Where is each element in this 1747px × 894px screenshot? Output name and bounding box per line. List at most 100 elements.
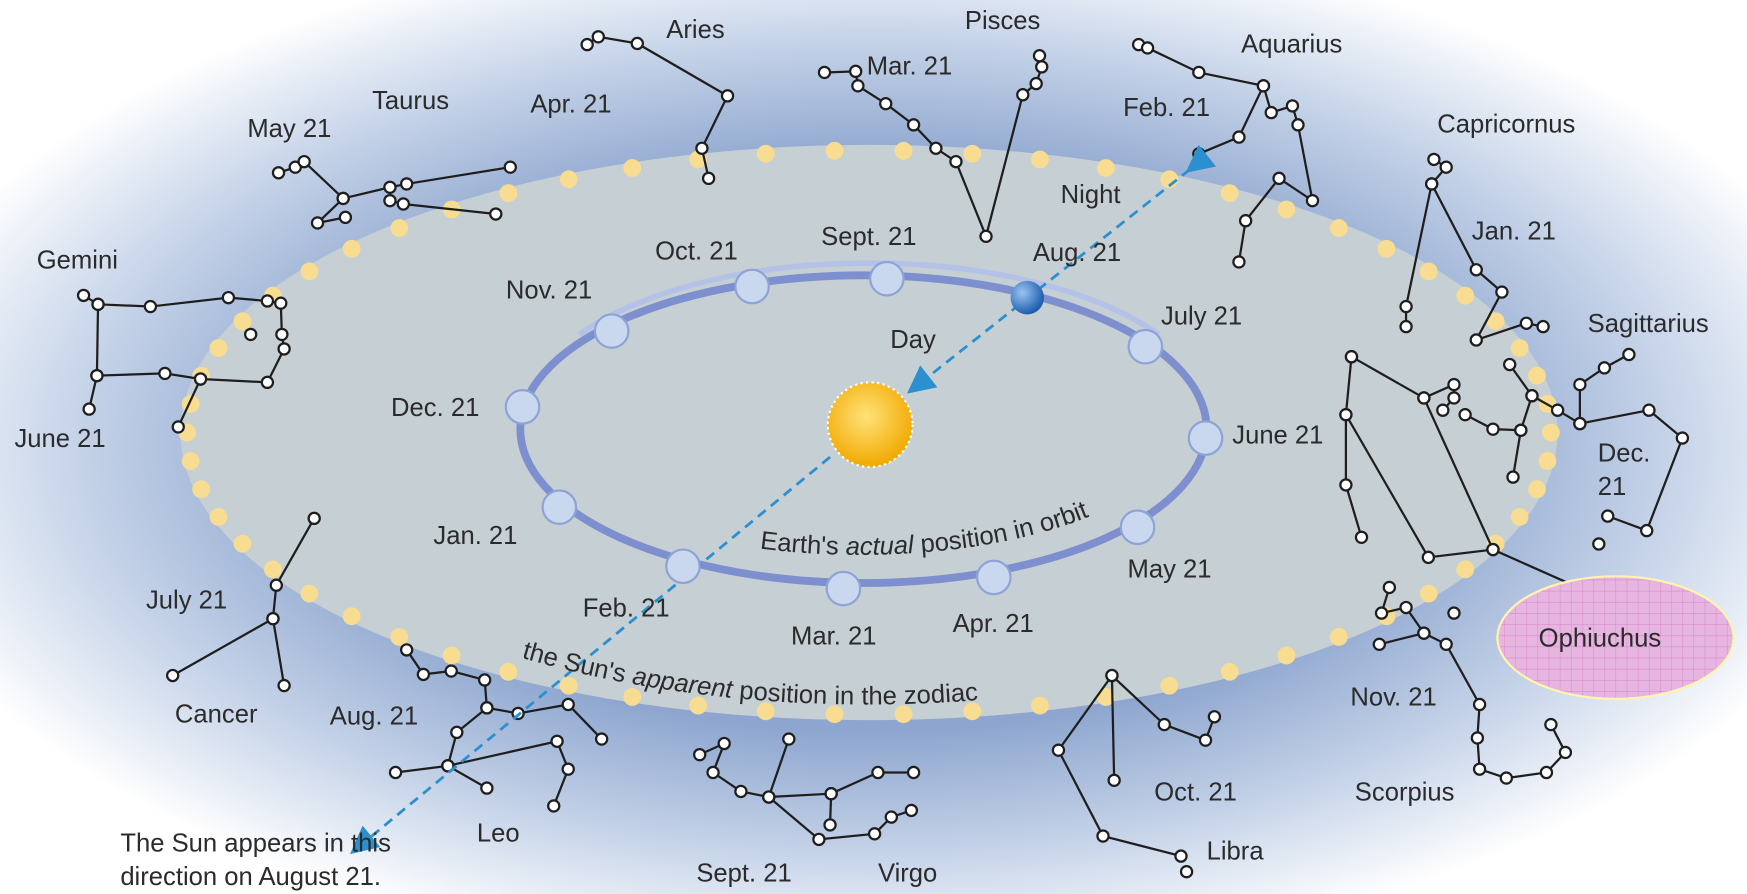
star (1469, 333, 1483, 347)
orbit-position (1119, 509, 1156, 546)
star (693, 747, 707, 762)
star (1272, 171, 1286, 186)
star (1425, 177, 1439, 191)
star (1447, 606, 1461, 620)
star (701, 171, 716, 186)
orbit-position (976, 559, 1012, 596)
star (480, 781, 494, 795)
star (1174, 849, 1188, 863)
constellation-label: Leo (477, 820, 520, 848)
star (388, 765, 403, 780)
star (1105, 668, 1119, 683)
night-day-line (907, 144, 1217, 394)
zodiac-dot (263, 560, 282, 579)
zodiac-date: Oct. 21 (1154, 778, 1237, 806)
zodiac-dot (300, 262, 319, 281)
star (91, 297, 105, 312)
star (1192, 147, 1206, 161)
constellation-label: Ophiuchus (1539, 625, 1661, 653)
constellation-label: Aries (666, 16, 724, 44)
constellation-line (177, 378, 202, 428)
zodiac-dot (1096, 159, 1115, 177)
star (260, 375, 275, 390)
star (1495, 285, 1509, 299)
star (1016, 88, 1030, 102)
star (503, 160, 517, 174)
zodiac-date: Nov. 21 (1350, 684, 1436, 712)
star (275, 327, 289, 342)
sun-direction-line (350, 455, 831, 855)
star (1486, 542, 1500, 557)
constellation-label: Scorpius (1355, 778, 1455, 806)
ophiuchus-grid (1496, 575, 1735, 701)
star (1291, 118, 1305, 132)
star (1285, 99, 1300, 113)
caption-line: direction on August 21. (120, 863, 381, 891)
star (1472, 762, 1487, 776)
star (260, 294, 275, 308)
star (1179, 865, 1194, 879)
star (1232, 130, 1246, 144)
zodiac-date: Mar. 21 (867, 53, 952, 81)
star (906, 765, 921, 780)
constellation-label: Cancer (175, 700, 258, 728)
star (1499, 771, 1514, 785)
star (561, 762, 575, 776)
star (277, 678, 291, 693)
zodiac-dot (623, 688, 642, 706)
star (904, 803, 919, 818)
constellation-line (1344, 355, 1495, 559)
star (76, 288, 91, 303)
star (824, 786, 838, 801)
zodiac-dot (963, 702, 982, 721)
star (1514, 423, 1528, 437)
constellation-line (271, 618, 286, 686)
zodiac-dot (390, 627, 409, 646)
star (450, 725, 464, 740)
star (158, 366, 172, 381)
orbit-date: June 21 (1232, 422, 1323, 450)
zodiac-dot (233, 312, 252, 331)
star (399, 177, 414, 191)
zodiac-dot (390, 219, 409, 238)
star (823, 818, 837, 832)
star (1344, 350, 1359, 364)
orbit-date: Apr. 21 (953, 610, 1034, 638)
star (297, 154, 311, 169)
star (1640, 523, 1654, 538)
star (336, 191, 350, 206)
zodiac-dot (963, 144, 982, 163)
star (1573, 416, 1587, 431)
constellation-label: Aquarius (1241, 30, 1342, 58)
constellation-label: Gemini (37, 247, 118, 275)
orbit-position (593, 313, 630, 349)
zodiac-dot (1031, 150, 1049, 169)
star (383, 180, 397, 194)
zodiac-dot (894, 705, 913, 724)
star (734, 784, 748, 799)
star (1539, 765, 1554, 780)
star (1592, 537, 1606, 551)
star (1544, 717, 1558, 732)
zodiac-dot (1456, 560, 1475, 579)
star (782, 732, 796, 746)
orbit-position (504, 389, 541, 425)
star (1675, 431, 1690, 445)
star (591, 30, 605, 44)
orbit-date: Dec. 21 (391, 394, 479, 422)
zodiac-dot (1220, 184, 1239, 203)
star (1417, 626, 1431, 640)
star (848, 64, 863, 79)
constellation-line (1464, 395, 1534, 432)
constellation-line (1511, 430, 1522, 478)
constellation-label: Pisces (965, 7, 1040, 35)
zodiac-dot (559, 170, 578, 189)
star (1192, 65, 1206, 80)
zodiac-date: Aug. 21 (330, 703, 418, 731)
star (630, 36, 644, 51)
zodiac-dot (623, 159, 642, 177)
star (1374, 606, 1389, 620)
star (550, 734, 564, 748)
zodiac-dot (300, 584, 319, 603)
